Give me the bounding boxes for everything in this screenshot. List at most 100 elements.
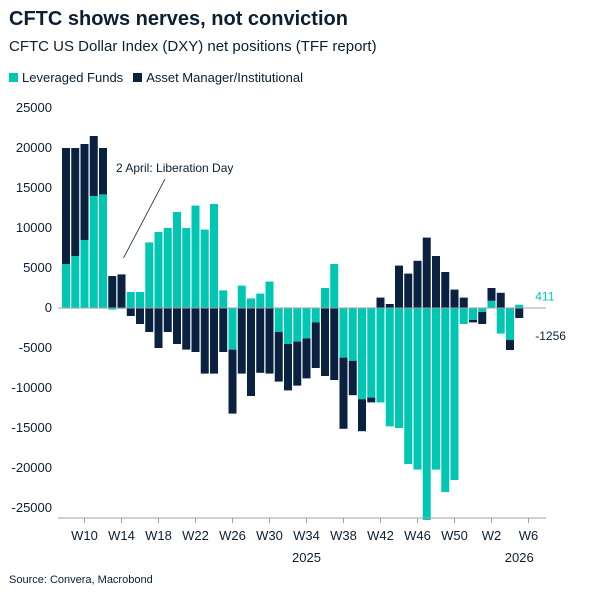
bar-asset xyxy=(293,341,302,386)
y-tick-label: -20000 xyxy=(12,460,52,475)
bar-asset xyxy=(395,265,403,308)
bar-leveraged xyxy=(432,308,440,470)
bar-asset xyxy=(182,308,191,350)
bar-asset xyxy=(330,308,339,380)
legend-swatch-leveraged xyxy=(9,73,18,82)
bar-asset xyxy=(274,332,283,382)
bar-leveraged xyxy=(210,204,218,308)
x-tick-label: W30 xyxy=(256,528,283,543)
bar-asset xyxy=(71,148,80,256)
bar-leveraged xyxy=(256,293,265,308)
bar-asset xyxy=(191,308,200,352)
annotation-label: 2 April: Liberation Day xyxy=(116,161,233,175)
x-tick-label: W18 xyxy=(145,528,172,543)
bar-asset xyxy=(450,289,459,308)
bar-leveraged xyxy=(441,308,450,492)
bar-leveraged xyxy=(385,308,394,427)
bar-leveraged xyxy=(62,264,70,308)
bar-asset xyxy=(311,322,320,368)
bar-asset xyxy=(321,308,329,376)
y-tick-label: 10000 xyxy=(16,220,52,235)
bar-asset xyxy=(136,308,144,324)
bar-asset xyxy=(237,308,246,374)
x-tick-label: W38 xyxy=(330,528,357,543)
bar-leveraged xyxy=(163,228,172,308)
bar-leveraged xyxy=(367,308,376,398)
bar-leveraged xyxy=(108,308,117,310)
bar-leveraged xyxy=(395,308,403,428)
legend-item-asset: Asset Manager/Institutional xyxy=(133,70,303,85)
bar-leveraged xyxy=(284,308,292,344)
bar-asset xyxy=(62,148,70,264)
bar-leveraged xyxy=(348,308,357,361)
bar-leveraged xyxy=(515,304,524,308)
bar-leveraged xyxy=(228,308,237,350)
bar-asset xyxy=(404,273,413,308)
x-tick-label: W6 xyxy=(519,528,539,543)
bar-asset xyxy=(200,308,209,374)
bar-leveraged xyxy=(302,308,311,339)
bar-leveraged xyxy=(136,292,144,308)
bar-leveraged xyxy=(404,308,413,464)
bar-leveraged xyxy=(247,298,255,308)
x-tick-label: W22 xyxy=(182,528,209,543)
legend-swatch-asset xyxy=(133,73,143,82)
end-label-leveraged: 411 xyxy=(535,290,554,304)
bar-leveraged xyxy=(219,290,228,308)
bar-leveraged xyxy=(469,308,477,320)
y-tick-label: -15000 xyxy=(12,420,52,435)
x-tick-label: W42 xyxy=(367,528,394,543)
y-tick-label: 5000 xyxy=(23,260,52,275)
bar-asset xyxy=(358,399,366,432)
chart-title: CFTC shows nerves, not conviction xyxy=(9,8,348,30)
bar-asset xyxy=(89,136,98,196)
year-label: 2025 xyxy=(292,550,321,565)
bar-leveraged xyxy=(274,308,283,332)
end-label-asset: -1256 xyxy=(535,329,566,343)
bar-leveraged xyxy=(237,285,246,308)
bar-asset xyxy=(117,274,126,308)
bar-asset xyxy=(145,308,154,332)
bar-asset xyxy=(108,276,117,308)
bar-asset xyxy=(80,144,89,240)
x-tick-label: W50 xyxy=(441,528,468,543)
bar-leveraged xyxy=(145,242,154,308)
bar-asset xyxy=(256,308,265,373)
bar-leveraged xyxy=(358,308,366,400)
bar-asset xyxy=(173,308,181,344)
x-tick-label: W46 xyxy=(404,528,431,543)
bar-leveraged xyxy=(413,308,422,470)
bar-leveraged xyxy=(89,196,98,308)
bar-asset xyxy=(210,308,218,374)
bar-leveraged xyxy=(487,300,496,308)
annotation-leader xyxy=(123,178,166,259)
bar-asset xyxy=(339,357,348,429)
bar-asset xyxy=(367,397,376,403)
legend: Leveraged Funds Asset Manager/Institutio… xyxy=(9,70,303,85)
y-tick-label: -25000 xyxy=(12,500,52,515)
bar-asset xyxy=(228,349,237,414)
bar-leveraged xyxy=(321,288,329,308)
bar-leveraged xyxy=(459,308,468,324)
bar-leveraged xyxy=(200,229,209,308)
x-tick-label: W2 xyxy=(482,528,502,543)
y-tick-label: 25000 xyxy=(16,100,52,115)
bar-asset xyxy=(422,237,431,308)
bar-leveraged xyxy=(191,205,200,308)
x-tick-label: W26 xyxy=(219,528,246,543)
bar-leveraged xyxy=(478,308,487,312)
bar-asset xyxy=(487,288,496,301)
bar-asset xyxy=(247,308,255,396)
bar-asset xyxy=(469,320,477,323)
bar-leveraged xyxy=(496,308,505,334)
bar-asset xyxy=(506,340,514,351)
bar-asset xyxy=(376,297,385,308)
bar-leveraged xyxy=(311,308,320,323)
bar-leveraged xyxy=(339,308,348,358)
bar-asset xyxy=(348,360,357,396)
x-tick-label: W14 xyxy=(108,528,135,543)
bar-asset xyxy=(284,344,292,391)
bar-asset xyxy=(99,148,107,195)
bar-asset xyxy=(515,308,524,319)
